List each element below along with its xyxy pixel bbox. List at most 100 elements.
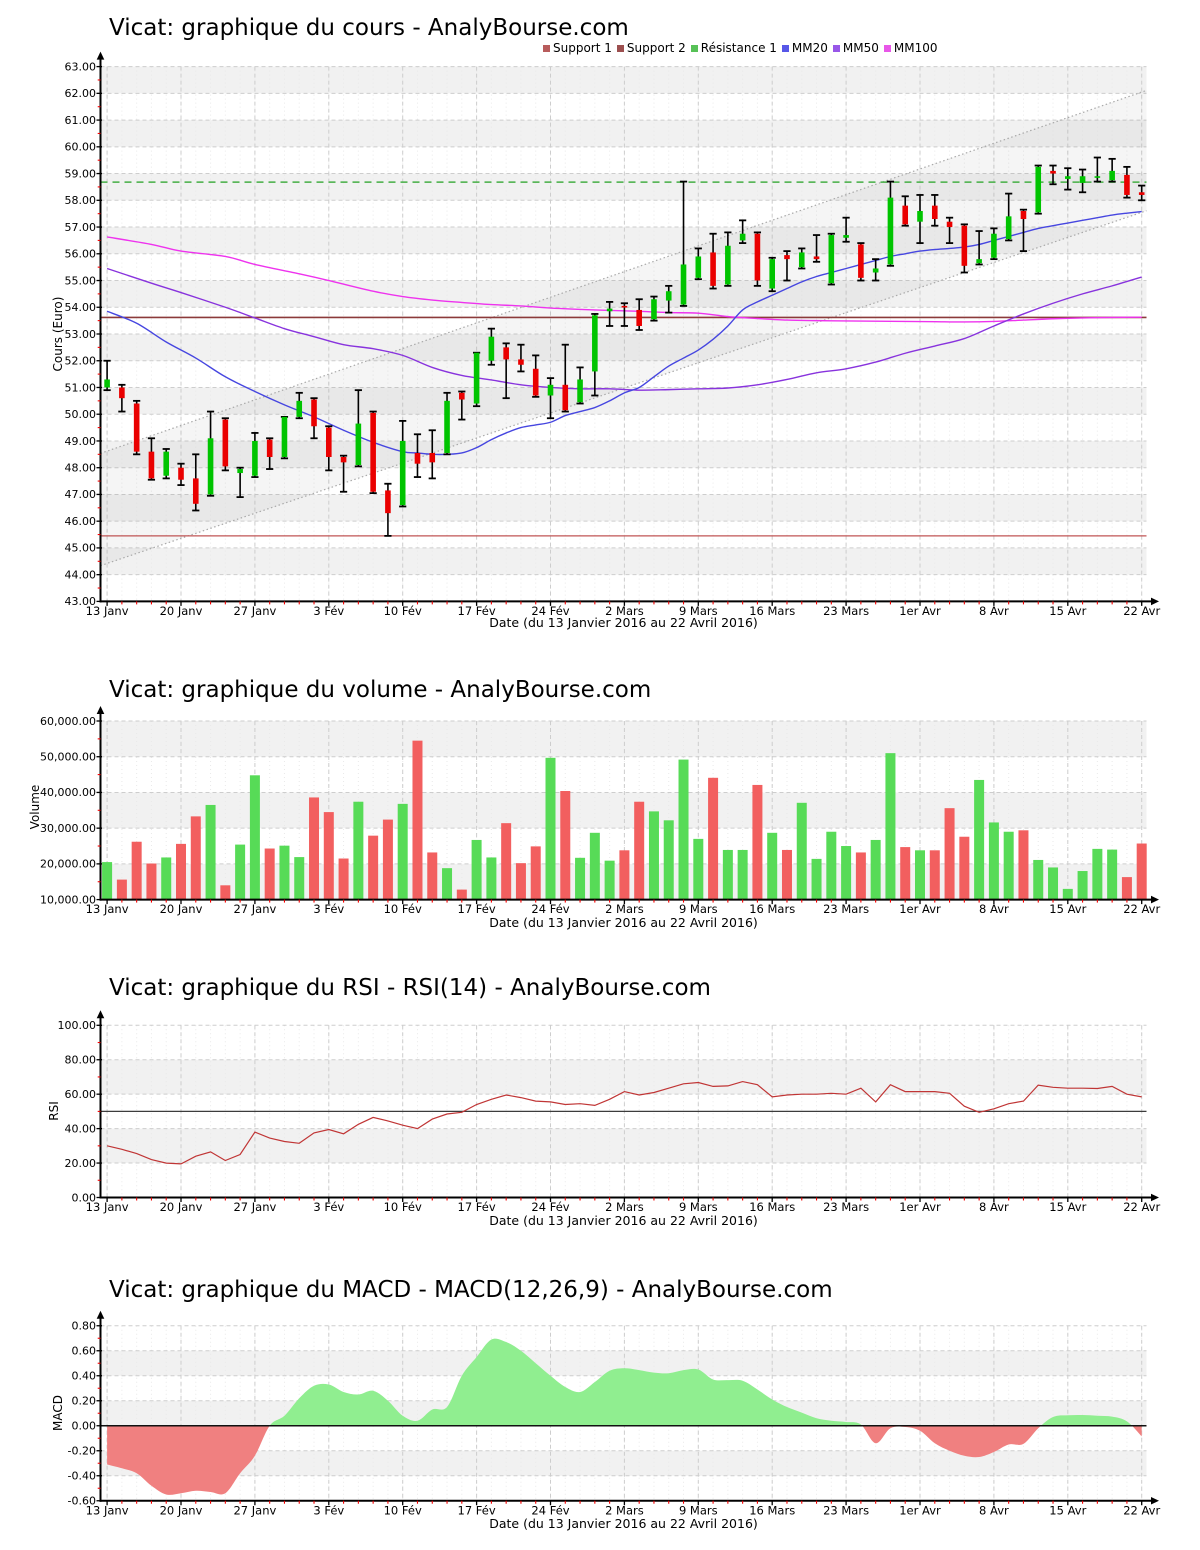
candle-2016-03-22 bbox=[827, 232, 835, 286]
volume-x-tick-label: 27 Janv bbox=[233, 902, 276, 916]
volume-bar bbox=[841, 846, 852, 900]
cours-x-tick-label: 27 Janv bbox=[233, 604, 276, 618]
cours-y-tick-label: 46.00 bbox=[65, 515, 97, 528]
volume-bar bbox=[249, 775, 260, 900]
candle-2016-01-14 bbox=[118, 383, 126, 413]
candle-2016-02-25 bbox=[561, 343, 569, 413]
volume-y-tick-label: 10,000.00 bbox=[40, 893, 96, 906]
rsi-chart-title: Vicat: graphique du RSI - RSI(14) - Anal… bbox=[109, 975, 711, 1001]
candle-2016-03-02 bbox=[620, 302, 628, 327]
legend-item-mm20: MM20 bbox=[781, 41, 828, 55]
macd-y-tick-label: 0.60 bbox=[72, 1345, 97, 1358]
macd-y-tick-label: -0.40 bbox=[68, 1470, 96, 1483]
volume-x-tick-label: 24 Fév bbox=[531, 902, 569, 916]
candle-2016-02-09 bbox=[384, 482, 392, 537]
candle-2016-02-18 bbox=[487, 327, 495, 366]
macd-x-tick-label: 15 Avr bbox=[1049, 1503, 1086, 1517]
volume-bar bbox=[427, 852, 438, 900]
candle-2016-04-06 bbox=[960, 223, 968, 274]
cours-y-tick-label: 45.00 bbox=[65, 542, 97, 555]
candle-2016-03-04 bbox=[650, 295, 658, 322]
legend-label: Support 2 bbox=[626, 41, 686, 55]
candle-2016-02-17 bbox=[473, 351, 481, 408]
candle-2016-02-10 bbox=[399, 420, 407, 508]
volume-bar bbox=[530, 846, 541, 900]
candle-2016-04-04 bbox=[931, 194, 939, 227]
volume-x-tick-label: 13 Janv bbox=[86, 902, 129, 916]
macd-y-tick-label: -0.20 bbox=[68, 1445, 96, 1458]
volume-bar bbox=[722, 849, 733, 900]
cours-x-tick-label: 8 Avr bbox=[979, 604, 1009, 618]
volume-bar bbox=[870, 839, 881, 900]
candle-2016-01-20 bbox=[177, 462, 185, 486]
cours-x-tick-label: 10 Fév bbox=[384, 604, 422, 618]
cours-y-tick-label: 47.00 bbox=[65, 488, 97, 501]
legend-item-support-2: Support 2 bbox=[616, 41, 686, 55]
macd-chart-plot bbox=[100, 1325, 1147, 1502]
macd-x-tick-label: 3 Fév bbox=[313, 1503, 344, 1517]
candle-2016-03-10 bbox=[709, 232, 717, 290]
volume-bar bbox=[220, 885, 231, 900]
rsi-y-tick-label: 40.00 bbox=[65, 1122, 97, 1135]
volume-bar bbox=[604, 860, 615, 900]
candle-2016-02-16 bbox=[458, 390, 466, 421]
candle-2016-03-09 bbox=[694, 247, 702, 281]
candle-2016-03-14 bbox=[739, 219, 747, 244]
legend-label: MM20 bbox=[791, 41, 828, 55]
volume-bar bbox=[1048, 867, 1059, 900]
volume-y-tick-label: 50,000.00 bbox=[40, 751, 96, 764]
macd-y-tick-label: 0.40 bbox=[72, 1370, 97, 1383]
volume-bar bbox=[382, 819, 393, 900]
legend-label: MM50 bbox=[842, 41, 879, 55]
rsi-y-tick-label: 20.00 bbox=[65, 1157, 97, 1170]
legend-item-mm100: MM100 bbox=[883, 41, 938, 55]
volume-bar bbox=[501, 823, 512, 900]
macd-x-tick-label: 8 Avr bbox=[979, 1503, 1009, 1517]
candle-2016-02-12 bbox=[428, 429, 436, 480]
volume-bar bbox=[560, 791, 571, 900]
volume-bar bbox=[235, 844, 246, 900]
volume-bar bbox=[1018, 830, 1029, 900]
volume-bar bbox=[1077, 871, 1088, 900]
candle-2016-01-26 bbox=[236, 466, 244, 499]
candle-2016-04-19 bbox=[1093, 156, 1101, 183]
candle-2016-04-22 bbox=[1138, 184, 1146, 202]
candle-2016-04-01 bbox=[916, 194, 924, 244]
volume-bar bbox=[826, 831, 837, 900]
cours-y-tick-label: 51.00 bbox=[65, 381, 97, 394]
rsi-x-tick-label: 16 Mars bbox=[749, 1200, 795, 1214]
rsi-y-tick-label: 100.00 bbox=[58, 1019, 97, 1032]
cours-chart-plot bbox=[100, 66, 1147, 602]
cours-x-tick-label: 2 Mars bbox=[605, 604, 644, 618]
volume-x-tick-label: 9 Mars bbox=[679, 902, 718, 916]
macd-x-tick-label: 2 Mars bbox=[605, 1503, 644, 1517]
volume-x-tick-label: 1er Avr bbox=[899, 902, 941, 916]
candle-2016-02-03 bbox=[325, 425, 333, 472]
candle-2016-02-11 bbox=[413, 433, 422, 478]
cours-y-tick-label: 63.00 bbox=[65, 60, 97, 73]
candle-2016-01-15 bbox=[133, 399, 141, 456]
rsi-chart-plot bbox=[100, 1024, 1147, 1198]
rsi-x-tick-label: 2 Mars bbox=[605, 1200, 644, 1214]
macd-x-tick-label: 24 Fév bbox=[531, 1503, 569, 1517]
volume-x-tick-label: 2 Mars bbox=[605, 902, 644, 916]
macd-x-tick-label: 13 Janv bbox=[86, 1503, 129, 1517]
volume-bar bbox=[678, 759, 689, 900]
volume-bar bbox=[353, 801, 364, 900]
macd-x-tick-label: 9 Mars bbox=[679, 1503, 718, 1517]
candle-2016-03-17 bbox=[783, 250, 791, 282]
volume-bar bbox=[1092, 848, 1103, 900]
macd-y-tick-label: 0.80 bbox=[72, 1320, 97, 1333]
volume-x-tick-label: 15 Avr bbox=[1049, 902, 1086, 916]
candle-2016-02-29 bbox=[591, 313, 599, 397]
cours-y-tick-label: 48.00 bbox=[65, 462, 97, 475]
volume-x-tick-label: 17 Fév bbox=[458, 902, 496, 916]
rsi-x-tick-label: 3 Fév bbox=[313, 1200, 344, 1214]
legend-swatch bbox=[690, 44, 698, 52]
volume-bar bbox=[708, 777, 719, 900]
cours-y-tick-label: 61.00 bbox=[65, 114, 97, 127]
rsi-chart-axes: 0.00 20.00 40.00 60.00 80.00 100.00 13 Janv 20 … bbox=[58, 1010, 1160, 1214]
candle-2016-03-24 bbox=[857, 242, 865, 282]
rsi-y-tick-label: 80.00 bbox=[65, 1054, 97, 1067]
macd-area-negative bbox=[107, 1425, 1142, 1495]
